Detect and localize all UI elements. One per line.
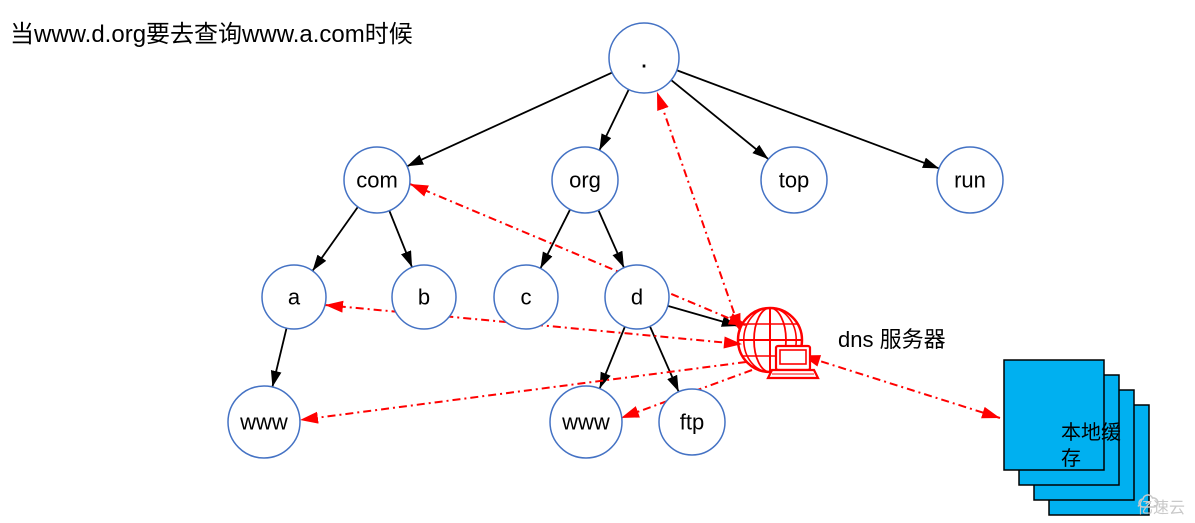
- cloud-icon: [1137, 494, 1159, 510]
- node-label-top: top: [779, 168, 810, 193]
- cache-rect: [1004, 360, 1104, 470]
- tree-edge: [668, 306, 738, 326]
- dns-server-label: dns 服务器: [838, 322, 946, 354]
- tree-edge: [598, 210, 624, 268]
- tree-edge: [389, 211, 412, 268]
- node-label-www1: www: [239, 410, 288, 435]
- tree-edge: [671, 80, 768, 159]
- node-label-com: com: [356, 168, 398, 193]
- globe-icon: [738, 308, 818, 378]
- watermark: 亿速云: [1137, 494, 1185, 518]
- tree-edge: [540, 209, 570, 268]
- node-label-org: org: [569, 168, 601, 193]
- cache-label: 本地缓: [1061, 421, 1121, 444]
- node-label-b: b: [418, 285, 430, 310]
- tree-edge: [600, 327, 625, 389]
- tree-edge: [599, 90, 628, 151]
- node-label-root: .: [640, 43, 648, 74]
- tree-edge: [313, 207, 358, 271]
- node-label-a: a: [288, 285, 301, 310]
- node-label-c: c: [521, 285, 532, 310]
- node-label-run: run: [954, 168, 986, 193]
- tree-edge: [272, 328, 286, 387]
- diagram-title: 当www.d.org要去查询www.a.com时候: [10, 14, 413, 49]
- cache-label: 存: [1061, 447, 1081, 470]
- node-label-d: d: [631, 285, 643, 310]
- query-edge: [804, 356, 1000, 418]
- dns-diagram-canvas: . com org top run a b c d www www ftp 本地缓存: [0, 0, 1195, 523]
- node-label-ftp: ftp: [680, 410, 704, 435]
- node-label-www2: www: [561, 410, 610, 435]
